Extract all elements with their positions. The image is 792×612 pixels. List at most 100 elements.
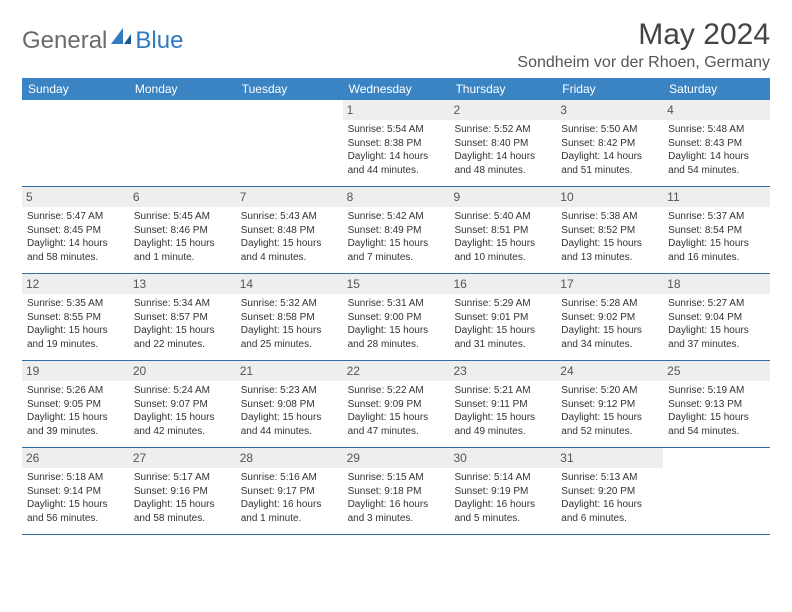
sunrise-text: Sunrise: 5:38 AM xyxy=(561,210,658,224)
sunrise-text: Sunrise: 5:42 AM xyxy=(348,210,445,224)
location-label: Sondheim vor der Rhoen, Germany xyxy=(517,54,770,72)
daylight-text: Daylight: 15 hours and 4 minutes. xyxy=(241,237,338,264)
sunrise-text: Sunrise: 5:26 AM xyxy=(27,384,124,398)
week-row: 26Sunrise: 5:18 AMSunset: 9:14 PMDayligh… xyxy=(22,448,770,535)
day-cell: 27 Sunrise: 5:17 AMSunset: 9:16 PMDayligh… xyxy=(129,448,236,534)
sunrise-text: Sunrise: 5:45 AM xyxy=(134,210,231,224)
day-number: 27 xyxy=(129,448,236,468)
week-row: 19Sunrise: 5:26 AMSunset: 9:05 PMDayligh… xyxy=(22,361,770,448)
sunset-text: Sunset: 9:00 PM xyxy=(348,311,445,325)
sunset-text: Sunset: 8:48 PM xyxy=(241,224,338,238)
day-number: 22 xyxy=(343,361,450,381)
sunrise-text: Sunrise: 5:28 AM xyxy=(561,297,658,311)
daylight-text: Daylight: 16 hours and 5 minutes. xyxy=(454,498,551,525)
sunset-text: Sunset: 8:40 PM xyxy=(454,137,551,151)
daylight-text: Daylight: 15 hours and 31 minutes. xyxy=(454,324,551,351)
daylight-text: Daylight: 16 hours and 6 minutes. xyxy=(561,498,658,525)
sunrise-text: Sunrise: 5:27 AM xyxy=(668,297,765,311)
day-number: 30 xyxy=(449,448,556,468)
day-number: 17 xyxy=(556,274,663,294)
day-number: 1 xyxy=(343,100,450,120)
sunset-text: Sunset: 8:43 PM xyxy=(668,137,765,151)
day-number: 7 xyxy=(236,187,343,207)
sunset-text: Sunset: 9:08 PM xyxy=(241,398,338,412)
sunset-text: Sunset: 9:14 PM xyxy=(27,485,124,499)
week-row: 12Sunrise: 5:35 AMSunset: 8:55 PMDayligh… xyxy=(22,274,770,361)
week-row: 5Sunrise: 5:47 AMSunset: 8:45 PMDaylight… xyxy=(22,187,770,274)
sunset-text: Sunset: 8:58 PM xyxy=(241,311,338,325)
day-cell: . xyxy=(236,100,343,186)
day-cell: 29Sunrise: 5:15 AMSunset: 9:18 PMDayligh… xyxy=(343,448,450,534)
sunset-text: Sunset: 9:01 PM xyxy=(454,311,551,325)
daylight-text: Daylight: 16 hours and 3 minutes. xyxy=(348,498,445,525)
weekday-header: Wednesday xyxy=(343,78,450,100)
daylight-text: Daylight: 15 hours and 54 minutes. xyxy=(668,411,765,438)
sunrise-text: Sunrise: 5:54 AM xyxy=(348,123,445,137)
daylight-text: Daylight: 15 hours and 56 minutes. xyxy=(27,498,124,525)
sunrise-text: Sunrise: 5:31 AM xyxy=(348,297,445,311)
day-cell: 4Sunrise: 5:48 AMSunset: 8:43 PMDaylight… xyxy=(663,100,770,186)
sunrise-text: Sunrise: 5:17 AM xyxy=(134,471,231,485)
sunset-text: Sunset: 9:20 PM xyxy=(561,485,658,499)
day-number: 16 xyxy=(449,274,556,294)
sunset-text: Sunset: 9:19 PM xyxy=(454,485,551,499)
sunset-text: Sunset: 8:54 PM xyxy=(668,224,765,238)
daylight-text: Daylight: 15 hours and 13 minutes. xyxy=(561,237,658,264)
daylight-text: Daylight: 15 hours and 1 minute. xyxy=(134,237,231,264)
day-number: 4 xyxy=(663,100,770,120)
sunrise-text: Sunrise: 5:32 AM xyxy=(241,297,338,311)
weekday-header: Thursday xyxy=(449,78,556,100)
daylight-text: Daylight: 14 hours and 48 minutes. xyxy=(454,150,551,177)
daylight-text: Daylight: 14 hours and 51 minutes. xyxy=(561,150,658,177)
day-number: 6 xyxy=(129,187,236,207)
sunset-text: Sunset: 9:18 PM xyxy=(348,485,445,499)
day-cell: 20Sunrise: 5:24 AMSunset: 9:07 PMDayligh… xyxy=(129,361,236,447)
sunrise-text: Sunrise: 5:34 AM xyxy=(134,297,231,311)
day-cell: 28Sunrise: 5:16 AMSunset: 9:17 PMDayligh… xyxy=(236,448,343,534)
sunset-text: Sunset: 9:13 PM xyxy=(668,398,765,412)
week-row: ...1Sunrise: 5:54 AMSunset: 8:38 PMDayli… xyxy=(22,100,770,187)
sunset-text: Sunset: 8:45 PM xyxy=(27,224,124,238)
day-number: 11 xyxy=(663,187,770,207)
day-cell: . xyxy=(663,448,770,534)
day-number: 12 xyxy=(22,274,129,294)
day-cell: 26Sunrise: 5:18 AMSunset: 9:14 PMDayligh… xyxy=(22,448,129,534)
daylight-text: Daylight: 15 hours and 47 minutes. xyxy=(348,411,445,438)
day-cell: 18Sunrise: 5:27 AMSunset: 9:04 PMDayligh… xyxy=(663,274,770,360)
day-number: 26 xyxy=(22,448,129,468)
day-cell: 7 Sunrise: 5:43 AMSunset: 8:48 PMDaylight… xyxy=(236,187,343,273)
sunrise-text: Sunrise: 5:13 AM xyxy=(561,471,658,485)
daylight-text: Daylight: 15 hours and 37 minutes. xyxy=(668,324,765,351)
day-cell: . xyxy=(129,100,236,186)
day-cell: 2Sunrise: 5:52 AMSunset: 8:40 PMDaylight… xyxy=(449,100,556,186)
sunrise-text: Sunrise: 5:29 AM xyxy=(454,297,551,311)
sunrise-text: Sunrise: 5:35 AM xyxy=(27,297,124,311)
sunset-text: Sunset: 9:09 PM xyxy=(348,398,445,412)
sunset-text: Sunset: 9:05 PM xyxy=(27,398,124,412)
logo-sail-icon xyxy=(109,26,133,46)
sunset-text: Sunset: 8:52 PM xyxy=(561,224,658,238)
day-cell: 21Sunrise: 5:23 AMSunset: 9:08 PMDayligh… xyxy=(236,361,343,447)
sunrise-text: Sunrise: 5:37 AM xyxy=(668,210,765,224)
day-cell: 8Sunrise: 5:42 AMSunset: 8:49 PMDaylight… xyxy=(343,187,450,273)
logo-text-blue: Blue xyxy=(135,27,183,55)
day-number: 2 xyxy=(449,100,556,120)
sunrise-text: Sunrise: 5:19 AM xyxy=(668,384,765,398)
sunrise-text: Sunrise: 5:43 AM xyxy=(241,210,338,224)
sunrise-text: Sunrise: 5:40 AM xyxy=(454,210,551,224)
daylight-text: Daylight: 15 hours and 58 minutes. xyxy=(134,498,231,525)
weekday-header: Friday xyxy=(556,78,663,100)
calendar: Sunday Monday Tuesday Wednesday Thursday… xyxy=(22,78,770,535)
weekday-header: Monday xyxy=(129,78,236,100)
day-number: 14 xyxy=(236,274,343,294)
sunrise-text: Sunrise: 5:50 AM xyxy=(561,123,658,137)
day-cell: 17Sunrise: 5:28 AMSunset: 9:02 PMDayligh… xyxy=(556,274,663,360)
day-number: 21 xyxy=(236,361,343,381)
sunrise-text: Sunrise: 5:48 AM xyxy=(668,123,765,137)
sunset-text: Sunset: 9:16 PM xyxy=(134,485,231,499)
header: General Blue May 2024 Sondheim vor der R… xyxy=(22,18,770,72)
day-cell: 22Sunrise: 5:22 AMSunset: 9:09 PMDayligh… xyxy=(343,361,450,447)
day-cell: . xyxy=(22,100,129,186)
weeks-container: ...1Sunrise: 5:54 AMSunset: 8:38 PMDayli… xyxy=(22,100,770,535)
sunset-text: Sunset: 9:04 PM xyxy=(668,311,765,325)
